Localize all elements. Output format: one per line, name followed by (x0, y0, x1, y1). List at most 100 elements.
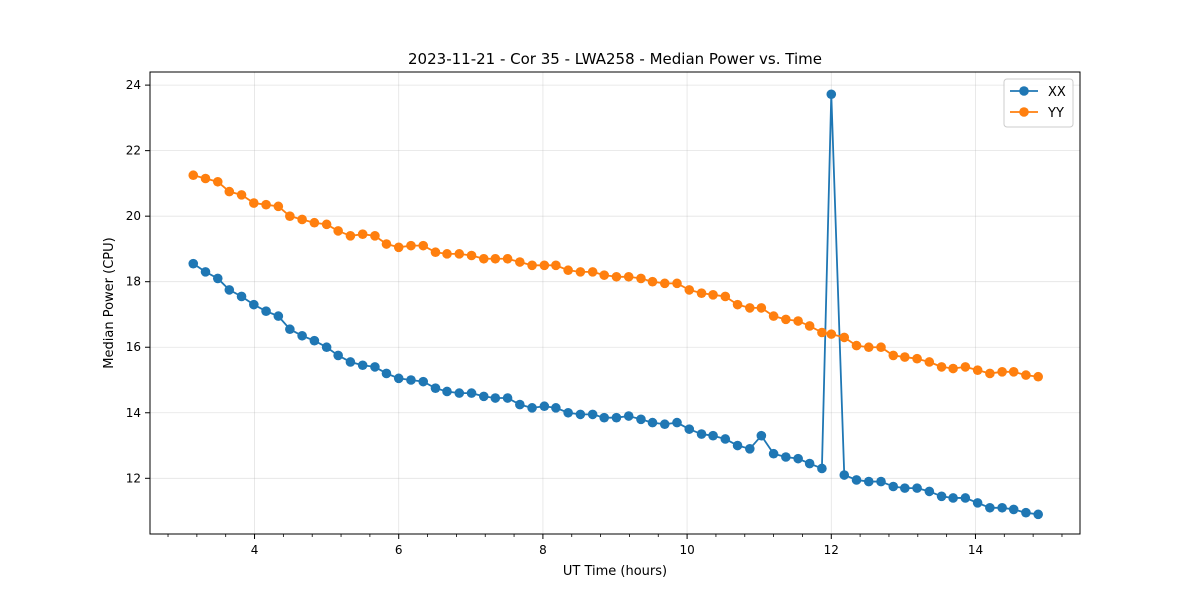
data-point-xx (309, 335, 320, 346)
data-point-yy (684, 285, 695, 295)
data-point-xx (781, 452, 791, 462)
data-point-yy (321, 219, 332, 230)
data-point-yy (333, 226, 343, 236)
data-point-yy (793, 316, 803, 326)
data-point-yy (972, 365, 983, 375)
data-point-xx (623, 411, 634, 421)
data-point-xx (454, 388, 465, 398)
data-point-xx (478, 391, 489, 402)
data-point-yy (454, 249, 465, 259)
data-point-yy (236, 190, 247, 200)
y-tick-label: 22 (126, 144, 141, 158)
data-point-yy (647, 276, 658, 287)
data-point-yy (659, 278, 670, 289)
grid-lines (150, 72, 1080, 534)
data-point-yy (817, 327, 827, 338)
data-point-yy (851, 340, 862, 351)
data-point-xx (972, 498, 983, 508)
data-point-xx (527, 403, 537, 413)
data-point-yy (936, 362, 947, 372)
data-point-xx (370, 362, 380, 372)
data-point-xx (599, 412, 609, 423)
series-yy (188, 170, 1043, 382)
data-point-xx (345, 357, 356, 367)
y-axis: 12 14 16 18 20 22 24 (126, 78, 150, 485)
data-point-yy (599, 270, 609, 280)
data-point-yy (720, 291, 731, 302)
data-point-yy (876, 342, 886, 353)
data-point-xx (768, 448, 779, 459)
data-point-xx (720, 434, 731, 444)
plot-area (150, 72, 1080, 534)
data-point-xx (1021, 507, 1031, 518)
data-point-xx (936, 491, 947, 502)
data-point-xx (696, 429, 707, 439)
data-point-yy (948, 363, 958, 374)
y-axis-label: Median Power (CPU) (102, 237, 117, 368)
data-point-yy (636, 273, 646, 284)
data-point-xx (960, 493, 971, 503)
data-point-xx (1033, 509, 1043, 520)
data-point-yy (575, 267, 586, 277)
data-point-yy (406, 240, 416, 251)
data-point-yy (768, 311, 779, 321)
x-tick-label: 4 (251, 543, 259, 557)
data-point-yy (756, 303, 767, 313)
data-point-yy (370, 231, 380, 241)
data-point-xx (430, 383, 441, 393)
data-point-yy (708, 290, 718, 300)
x-tick-label: 8 (539, 543, 547, 557)
data-point-xx (647, 417, 658, 428)
data-point-yy (1033, 371, 1043, 382)
data-point-xx (563, 407, 573, 418)
x-axis-label: UT Time (hours) (563, 564, 667, 579)
data-point-xx (285, 324, 295, 335)
data-point-yy (826, 329, 837, 339)
data-point-yy (393, 242, 404, 253)
data-point-xx (888, 481, 899, 492)
data-point-yy (430, 247, 441, 258)
data-point-yy (804, 321, 815, 331)
data-point-yy (418, 240, 429, 251)
data-point-yy (466, 250, 477, 261)
data-point-yy (212, 176, 223, 187)
data-point-xx (732, 440, 743, 451)
data-point-xx (900, 483, 910, 493)
data-point-xx (442, 386, 452, 397)
data-point-xx (636, 414, 646, 425)
data-point-yy (273, 201, 284, 212)
data-point-xx (804, 458, 815, 469)
data-point-xx (684, 424, 695, 434)
data-point-xx (418, 376, 429, 387)
y-tick-label: 20 (126, 209, 141, 223)
data-point-yy (672, 278, 682, 289)
data-point-yy (912, 353, 922, 364)
data-point-yy (696, 288, 707, 298)
data-point-yy (200, 173, 211, 184)
data-point-yy (960, 362, 971, 372)
series-layer (188, 89, 1043, 520)
y-tick-label: 14 (126, 406, 141, 420)
data-point-xx (611, 412, 622, 423)
data-point-yy (985, 368, 995, 379)
data-point-xx (948, 493, 958, 503)
data-point-xx (659, 419, 670, 430)
data-point-xx (393, 373, 404, 384)
data-point-xx (236, 291, 247, 302)
data-point-yy (261, 199, 271, 210)
data-point-xx (997, 502, 1007, 513)
data-point-yy (539, 260, 550, 271)
data-point-yy (478, 253, 489, 264)
data-point-yy (900, 352, 910, 362)
data-point-yy (357, 229, 368, 239)
data-point-xx (321, 342, 332, 353)
x-tick-label: 6 (395, 543, 403, 557)
data-point-xx (381, 368, 392, 379)
data-point-xx (406, 375, 416, 385)
data-point-yy (997, 367, 1007, 377)
data-point-yy (888, 350, 899, 361)
data-point-yy (1021, 370, 1031, 380)
data-point-yy (224, 186, 235, 197)
data-point-xx (575, 409, 586, 420)
